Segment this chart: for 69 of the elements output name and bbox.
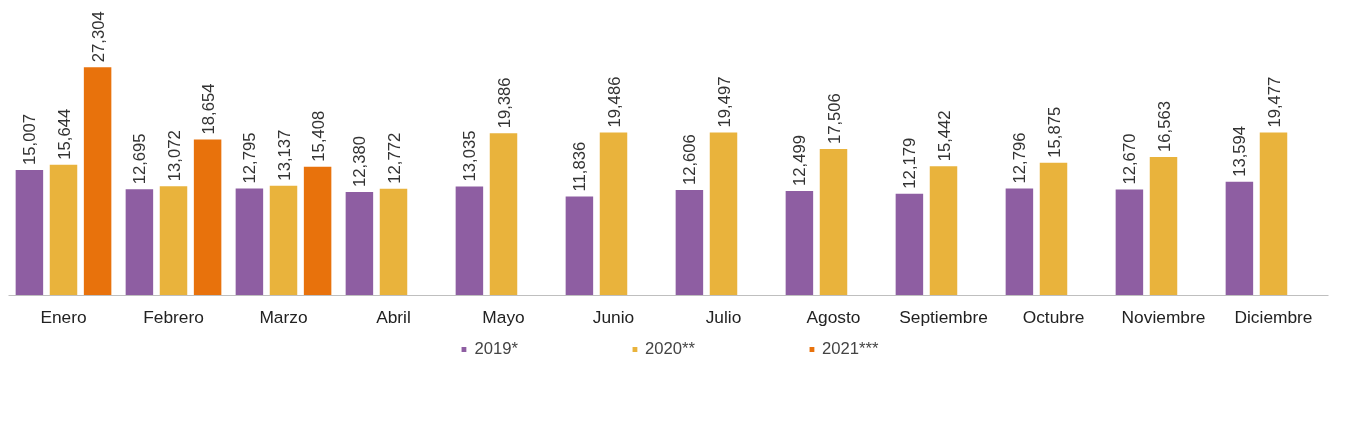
data-label: 12,499	[790, 135, 810, 186]
data-label: 12,695	[130, 133, 150, 185]
x-tick-label: Octubre	[1022, 306, 1085, 327]
bar	[379, 188, 408, 296]
x-tick-label: Julio	[705, 306, 742, 327]
bar	[1039, 162, 1068, 296]
x-tick-label: Noviembre	[1121, 306, 1206, 327]
bar	[345, 191, 374, 296]
data-label: 16,563	[1154, 101, 1174, 152]
data-label: 19,477	[1264, 76, 1284, 128]
data-label: 15,442	[934, 110, 954, 162]
bar	[269, 185, 298, 296]
bar	[455, 186, 484, 296]
data-label: 15,007	[20, 114, 40, 165]
x-tick-label: Septiembre	[899, 306, 988, 327]
bar	[489, 133, 518, 296]
bar	[1259, 132, 1288, 296]
data-label: 13,594	[1230, 125, 1250, 177]
bar	[1149, 156, 1178, 296]
bar	[819, 149, 848, 296]
data-label: 13,035	[460, 130, 480, 182]
data-label: 11,836	[570, 141, 590, 192]
data-label: 15,875	[1044, 106, 1064, 158]
bar	[895, 193, 924, 296]
bar	[15, 169, 44, 296]
bar	[675, 190, 704, 296]
data-label: 18,654	[198, 83, 218, 135]
data-label: 13,137	[274, 129, 294, 181]
data-label: 12,670	[1120, 133, 1140, 185]
data-label: 12,796	[1010, 132, 1030, 184]
data-label: 12,179	[900, 137, 920, 189]
bar	[599, 132, 628, 296]
data-label: 12,380	[350, 136, 370, 187]
data-label: 15,644	[54, 108, 74, 160]
x-tick-label: Agosto	[806, 306, 861, 327]
bar	[1115, 189, 1144, 296]
data-label: 12,772	[384, 132, 404, 184]
bar	[565, 196, 594, 296]
legend-label: 2021***	[822, 339, 879, 359]
data-label: 12,606	[680, 134, 700, 186]
data-label: 19,486	[604, 76, 624, 128]
x-tick-label: Marzo	[259, 306, 308, 327]
bar	[929, 166, 958, 296]
legend-label: 2020**	[645, 339, 696, 359]
bar	[159, 186, 188, 296]
data-label: 19,497	[714, 76, 734, 128]
bar	[49, 164, 78, 296]
data-label: 13,072	[164, 130, 184, 182]
bar	[1225, 181, 1254, 296]
x-tick-label: Abril	[376, 306, 411, 327]
bar	[193, 139, 222, 296]
bar	[785, 190, 814, 296]
x-tick-label: Enero	[40, 306, 87, 327]
legend-label: 2019*	[474, 339, 519, 359]
bar	[1005, 188, 1034, 296]
bar	[83, 67, 112, 296]
data-label: 17,506	[824, 93, 844, 145]
x-tick-label: Diciembre	[1234, 306, 1313, 327]
bar	[709, 132, 738, 296]
x-tick-label: Junio	[592, 306, 635, 327]
data-label: 19,386	[494, 77, 514, 129]
x-tick-label: Febrero	[143, 306, 204, 327]
data-label: 15,408	[308, 110, 328, 162]
bar	[125, 189, 154, 296]
data-label: 27,304	[88, 11, 108, 63]
bar	[235, 188, 264, 296]
x-tick-label: Mayo	[482, 306, 525, 327]
data-label: 12,795	[240, 132, 260, 184]
bar	[303, 166, 332, 296]
